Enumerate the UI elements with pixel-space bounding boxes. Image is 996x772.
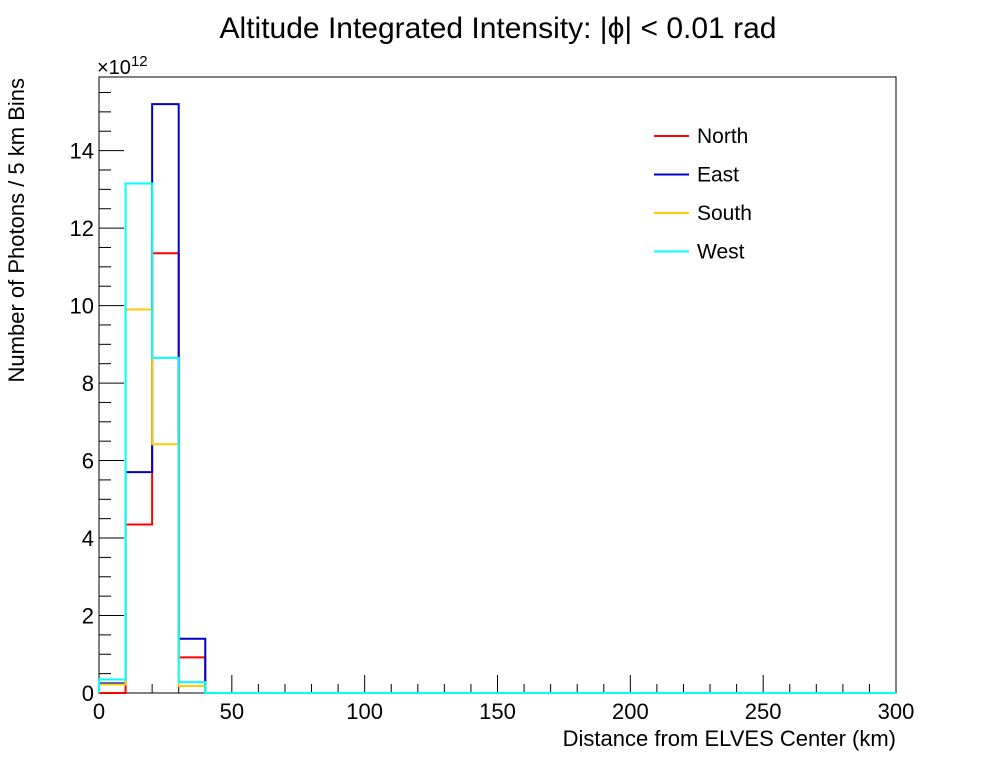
y-tick-label: 2 [82,604,94,629]
series-south-histogram [98,308,896,694]
y-tick-label: 10 [70,294,94,319]
series-west-histogram [98,182,896,694]
plot-frame [98,76,897,694]
x-axis-label: Distance from ELVES Center (km) [563,726,896,751]
chart-title: Altitude Integrated Intensity: |ϕ| < 0.0… [220,12,777,45]
y-tick-label: 0 [82,681,94,706]
x-tick-label: 200 [612,699,649,724]
x-tick-label: 100 [346,699,383,724]
legend-label-west: West [697,241,745,264]
series-layer [98,103,896,694]
x-tick-label: 0 [93,699,105,724]
x-tick-label: 150 [479,699,516,724]
x-tick-label: 250 [745,699,782,724]
plot-axes [98,76,897,694]
legend-label-south: South [697,202,752,225]
y-axis-label: Number of Photons / 5 km Bins [4,78,29,382]
y-tick-label: 12 [70,216,94,241]
series-north-histogram [99,252,896,694]
tick-labels: 0 50 100 150 200 250 300 0 2 4 6 8 10 12 14 [70,139,915,724]
legend-label-east: East [697,164,739,187]
x-tick-label: 50 [220,699,244,724]
legend: North East South West [654,125,752,264]
y-tick-label: 4 [82,526,94,551]
x-tick-label: 300 [878,699,915,724]
y-tick-label: 8 [82,371,94,396]
y-exponent-label: ×1012 [97,53,148,79]
y-tick-label: 14 [70,139,94,164]
y-tick-label: 6 [82,449,94,474]
series-east-histogram [98,103,896,694]
legend-label-north: North [697,125,748,148]
